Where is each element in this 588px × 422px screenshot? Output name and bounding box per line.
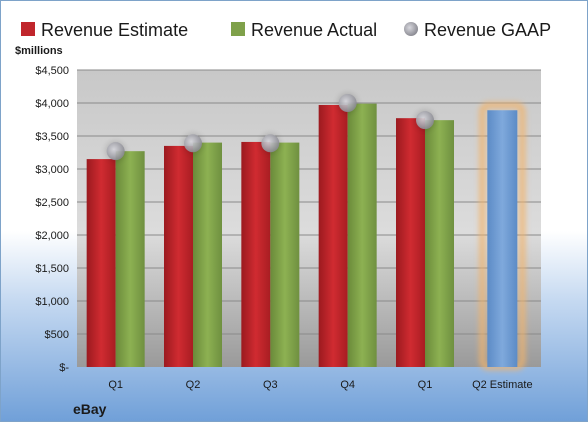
legend-label: Revenue Actual bbox=[251, 20, 377, 40]
legend-swatch-revenue-actual bbox=[231, 22, 245, 36]
y-tick-label: $- bbox=[59, 362, 69, 374]
gridlines bbox=[77, 69, 541, 335]
legend-label: Revenue Estimate bbox=[41, 20, 188, 40]
marker-revenue-gaap bbox=[106, 142, 125, 161]
bar-revenue-estimate bbox=[318, 104, 348, 367]
y-tick-label: $500 bbox=[45, 329, 69, 341]
marker-revenue-gaap bbox=[338, 94, 357, 112]
unit-label: $millions bbox=[15, 45, 63, 57]
bar-revenue-estimate bbox=[164, 145, 193, 367]
marker-revenue-gaap bbox=[184, 134, 202, 153]
marker-revenue-gaap bbox=[416, 111, 434, 130]
y-tick-label: $1,500 bbox=[35, 263, 69, 275]
y-tick-label: $3,500 bbox=[35, 131, 69, 143]
x-tick-label: Q4 bbox=[340, 379, 355, 391]
y-tick-label: $4,500 bbox=[35, 65, 69, 77]
bar-revenue-estimate bbox=[396, 118, 425, 368]
plot-area bbox=[77, 70, 541, 367]
x-tick-label: Q3 bbox=[263, 379, 278, 391]
bar-revenue-estimate bbox=[86, 159, 116, 367]
y-tick-label: $4,000 bbox=[35, 98, 69, 110]
y-tick-label: $2,500 bbox=[35, 197, 69, 209]
company-name: eBay bbox=[73, 401, 107, 417]
bar-revenue-actual bbox=[115, 151, 145, 367]
x-axis: Q1 Q2 Q3 Q4 Q1 Q2 Estimate bbox=[108, 379, 532, 391]
x-tick-label: Q1 bbox=[418, 379, 433, 391]
x-tick-label: Q1 bbox=[108, 379, 123, 391]
y-tick-label: $2,000 bbox=[35, 230, 69, 242]
bar-revenue-actual bbox=[270, 142, 300, 367]
bar-q2-estimate bbox=[487, 110, 518, 367]
bars bbox=[86, 93, 526, 370]
y-tick-label: $1,000 bbox=[35, 296, 69, 308]
bar-revenue-actual bbox=[425, 120, 454, 367]
bar-revenue-actual bbox=[193, 142, 222, 367]
y-tick-label: $3,000 bbox=[35, 164, 69, 176]
legend: Revenue Estimate Revenue Actual Revenue GA… bbox=[21, 20, 551, 40]
y-axis: $- $500 $1,000 $1,500 $2,000 $2,500 $3,000 $3,5… bbox=[35, 65, 69, 374]
marker-revenue-gaap bbox=[261, 134, 280, 153]
legend-label: Revenue GAAP bbox=[424, 20, 551, 40]
bar-revenue-estimate bbox=[241, 141, 271, 367]
bar-revenue-actual bbox=[347, 103, 377, 367]
legend-marker-revenue-gaap bbox=[404, 22, 418, 36]
x-tick-label: Q2 bbox=[186, 379, 201, 391]
legend-swatch-revenue-estimate bbox=[21, 22, 35, 36]
x-tick-label: Q2 Estimate bbox=[472, 379, 533, 391]
